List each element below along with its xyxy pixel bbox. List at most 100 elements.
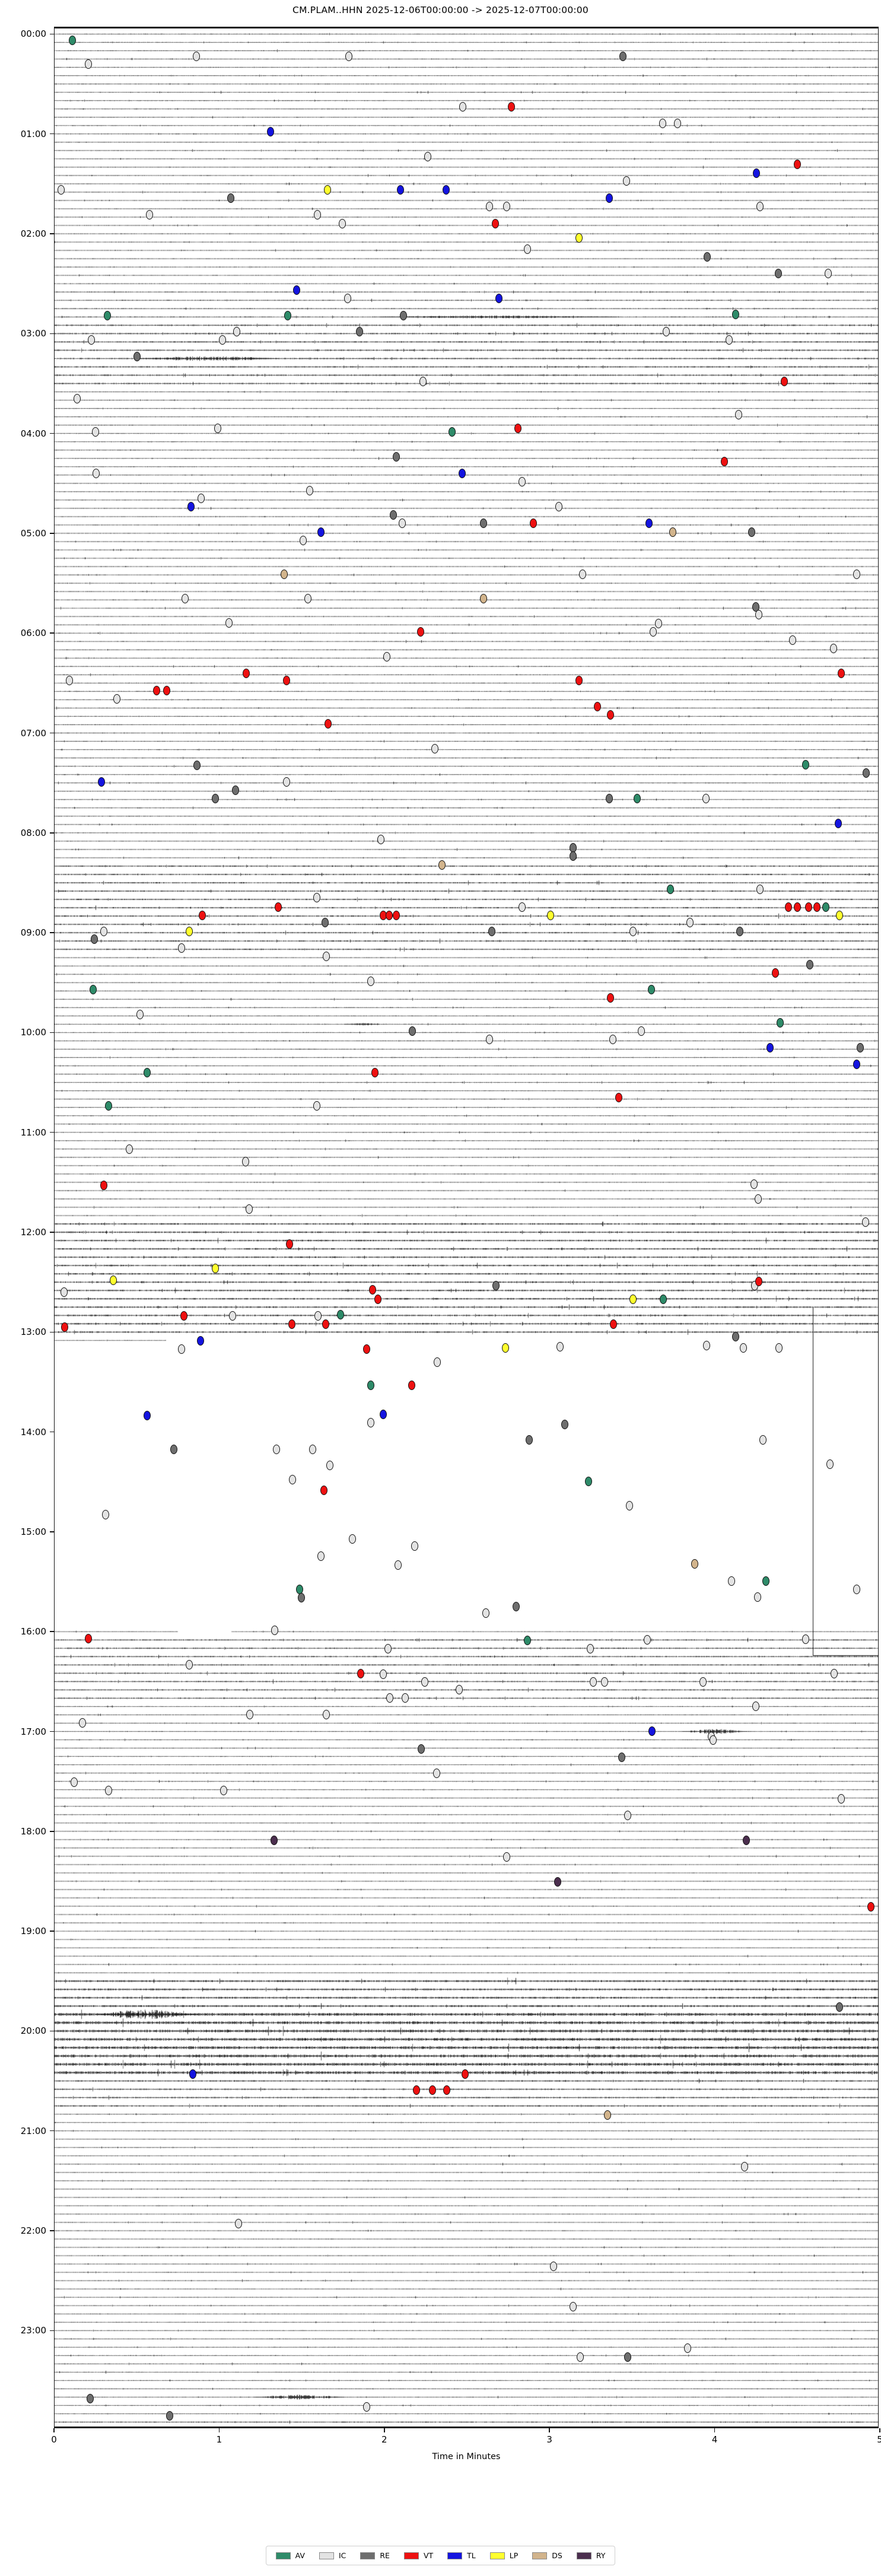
detection-marker-ic [830,644,837,653]
y-tick-label: 22:00 [20,2225,46,2236]
y-tick-label: 23:00 [20,2325,46,2336]
detection-marker-vt [755,1277,762,1286]
detection-marker-ic [349,1534,356,1544]
detection-marker-ic [105,1786,112,1795]
legend-label: RE [380,2551,390,2560]
detection-marker-ic [377,835,384,844]
detection-marker-re [400,311,407,320]
detection-marker-tl [853,1060,860,1069]
y-tick-mark [50,632,54,634]
detection-marker-re [393,452,400,462]
legend-label: VT [423,2551,434,2560]
detection-marker-ry [554,1877,561,1887]
detection-marker-re [480,519,487,528]
detection-marker-lp [836,911,843,920]
detection-marker-lp [629,1295,637,1304]
event-class-legend: AV IC RE VT TL LP DS RY [265,2546,616,2565]
detection-marker-vt [794,160,801,169]
detection-marker-vt [610,1319,617,1329]
detection-marker-vt [443,2085,450,2095]
detection-marker-tl [189,2069,196,2079]
detection-marker-vt [199,911,206,920]
legend-wrap: AV IC RE VT TL LP DS RY [0,2546,881,2565]
detection-marker-av [822,902,829,912]
detection-marker-ic [775,1343,783,1353]
detection-marker-av [667,885,674,894]
detection-marker-tl [766,1043,774,1052]
detection-marker-lp [186,927,193,936]
detection-marker-re [606,794,613,803]
y-tick-mark [50,432,54,434]
legend-item-ic: IC [319,2551,346,2560]
detection-marker-ic [550,2262,557,2271]
detection-marker-av [69,36,76,45]
detection-marker-ic [313,1101,320,1111]
detection-marker-ic [862,1217,869,1227]
detection-marker-ic [519,902,526,912]
detection-marker-ds [604,2110,611,2120]
detection-marker-re [570,851,577,861]
x-tick-label: 5 [877,2434,881,2445]
y-tick-label: 18:00 [20,1826,46,1837]
detection-marker-ic [113,694,120,704]
detection-marker-ic [186,1660,193,1669]
detection-marker-ic [486,1035,493,1044]
detection-marker-ic [759,1435,766,1445]
x-tick-mark [218,2428,220,2432]
detection-marker-vt [429,2085,436,2095]
detection-marker-vt [575,676,583,685]
detection-marker-ic [102,1510,109,1519]
detection-marker-ic [735,410,742,419]
detection-marker-tl [293,285,300,295]
detection-marker-ic [395,1560,402,1570]
detection-marker-re [526,1435,533,1445]
detection-marker-av [524,1636,531,1645]
y-tick-mark [50,2130,54,2132]
detection-marker-vt [867,1902,874,1912]
y-tick-mark [50,2030,54,2032]
detection-marker-vt [785,902,792,912]
detection-marker-re [322,918,329,927]
detection-marker-vt [369,1285,376,1295]
detection-marker-vt [61,1322,68,1332]
detection-marker-ic [126,1144,133,1154]
y-tick-label: 17:00 [20,1726,46,1737]
detection-marker-re [390,510,397,520]
detection-marker-ds [480,594,487,603]
detection-marker-re [298,1593,305,1602]
detection-marker-vt [180,1311,187,1321]
detection-marker-re [492,1281,500,1290]
detection-marker-av [367,1381,374,1390]
detection-marker-ic [71,1777,78,1787]
detection-marker-ic [663,327,670,336]
detection-marker-ic [421,1677,428,1687]
detection-marker-ic [326,1461,333,1470]
detection-marker-re [133,352,141,361]
detection-marker-vt [721,457,728,466]
detection-marker-av [104,311,111,320]
detection-marker-ic [686,918,694,927]
y-tick-mark [50,2230,54,2231]
y-tick-label: 07:00 [20,727,46,739]
detection-marker-av [337,1310,344,1319]
detection-marker-vt [325,719,332,729]
detection-marker-tl [187,502,195,511]
detection-marker-ic [306,486,313,495]
detection-marker-vt [772,968,779,978]
detection-marker-ic [235,2219,242,2228]
detection-marker-vt [408,1381,415,1390]
detection-marker-tl [835,819,842,828]
x-tick-mark [53,2428,55,2432]
detection-marker-vt [805,902,812,912]
detection-marker-vt [322,1319,329,1329]
detection-marker-vt [153,686,160,695]
detection-marker-ic [456,1685,463,1694]
detection-marker-vt [357,1669,364,1678]
detection-marker-ic [344,294,351,303]
detection-marker-ic [193,52,200,61]
detection-marker-tl [495,294,502,303]
detection-marker-re [409,1026,416,1036]
legend-item-tl: TL [447,2551,476,2560]
legend-item-lp: LP [489,2551,518,2560]
detection-marker-ic [838,1794,845,1804]
